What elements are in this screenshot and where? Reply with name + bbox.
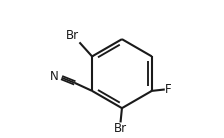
Text: Br: Br xyxy=(66,30,79,43)
Text: N: N xyxy=(50,70,58,83)
Text: Br: Br xyxy=(114,122,127,135)
Text: F: F xyxy=(165,83,172,96)
